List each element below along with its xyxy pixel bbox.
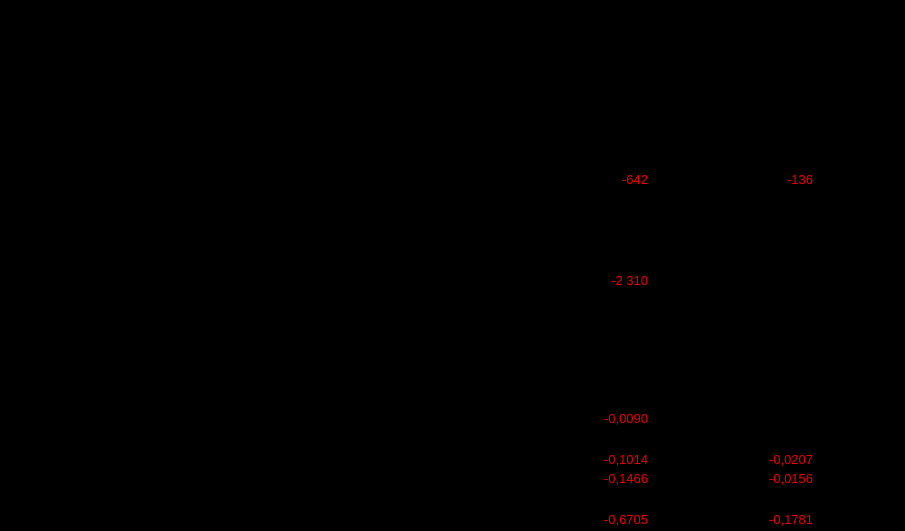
cell-r3c1: -0,0090 (603, 411, 648, 426)
cell-r2c1: -2 310 (611, 273, 648, 288)
cell-r6c1: -0,6705 (603, 512, 648, 527)
cell-r5c2: -0,0156 (768, 471, 813, 486)
cell-r1c2: -136 (786, 172, 813, 187)
cell-r6c2: -0,1781 (768, 512, 813, 527)
cell-r4c1: -0,1014 (603, 452, 648, 467)
cell-r1c1: -642 (621, 172, 648, 187)
cell-r4c2: -0,0207 (768, 452, 813, 467)
cell-r5c1: -0,1466 (603, 471, 648, 486)
